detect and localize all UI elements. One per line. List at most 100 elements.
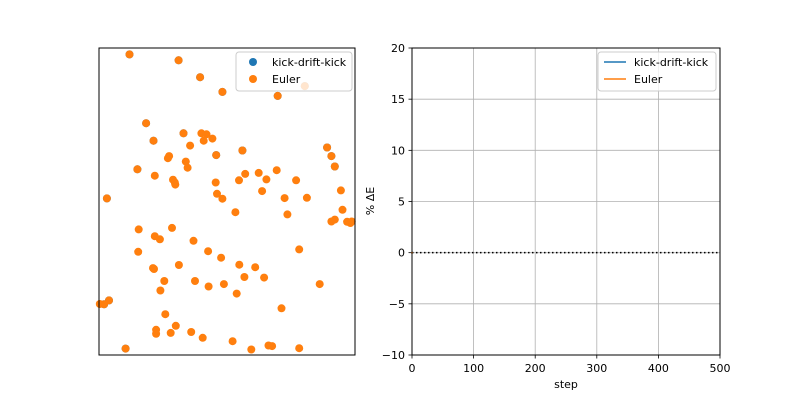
euler-particle-point [219, 280, 228, 289]
euler-particle-point [251, 263, 260, 272]
euler-particle-point [189, 236, 198, 245]
x-tick-label: 200 [525, 362, 546, 375]
y-tick-label: −5 [389, 298, 405, 311]
euler-particle-point [170, 178, 179, 187]
euler-particle-point [204, 282, 213, 291]
euler-particle-point [208, 134, 217, 143]
scatter-axes-frame [98, 47, 356, 356]
euler-particle-point [268, 342, 277, 351]
euler-particle-point [330, 162, 339, 171]
euler-particle-point [202, 130, 211, 139]
y-tick-label: 0 [398, 247, 405, 260]
euler-particle-point [218, 194, 227, 203]
euler-particle-point [142, 119, 151, 128]
euler-particle-point [273, 91, 282, 100]
euler-particle-point [133, 165, 142, 174]
energy-legend-label-kdk: kick-drift-kick [634, 56, 709, 69]
x-tick-label: 0 [409, 362, 416, 375]
euler-particle-point [174, 261, 183, 269]
euler-particle-point [347, 217, 356, 226]
euler-particle-point [238, 146, 247, 155]
scatter-legend-label-euler: Euler [272, 73, 301, 86]
scatter-legend-marker-kdk [249, 58, 257, 66]
euler-particle-point [260, 273, 269, 282]
euler-particle-point [258, 187, 267, 196]
euler-particle-point [204, 247, 213, 256]
euler-particle-point [336, 186, 345, 195]
euler-particle-point [150, 232, 159, 241]
euler-particle-point [152, 325, 161, 334]
euler-particle-point [160, 277, 169, 285]
y-tick-label: 20 [391, 42, 405, 55]
euler-particle-point [218, 87, 227, 96]
euler-particle-point [315, 280, 324, 289]
euler-particle-point [235, 176, 243, 185]
euler-particle-point [196, 73, 205, 82]
euler-particle-point [228, 337, 237, 346]
euler-particle-point [125, 50, 134, 59]
euler-particle-point [292, 176, 301, 185]
euler-particle-point [235, 260, 244, 269]
euler-particle-point [150, 171, 159, 180]
euler-particle-point [231, 208, 240, 217]
energy-axes-frame [411, 47, 721, 356]
euler-particle-point [156, 286, 165, 295]
euler-particle-point [283, 210, 292, 219]
euler-particle-point [161, 310, 170, 319]
euler-particle-point [338, 205, 347, 214]
euler-particle-point [179, 129, 188, 138]
euler-particle-point [198, 333, 207, 342]
euler-particle-point [168, 223, 176, 232]
y-tick-label: 10 [391, 144, 405, 157]
euler-particle-point [134, 247, 143, 256]
euler-particle-point [232, 289, 241, 298]
euler-particle-point [217, 253, 226, 262]
scatter-legend-marker-euler [249, 75, 257, 83]
euler-particle-point [165, 152, 174, 161]
euler-particle-point [171, 321, 180, 330]
x-tick-label: 300 [586, 362, 607, 375]
energy-legend-label-euler: Euler [634, 73, 663, 86]
euler-particle-point [295, 344, 304, 353]
x-axis-label: step [554, 378, 578, 391]
euler-particle-point [102, 194, 111, 203]
scatter-legend: kick-drift-kick Euler [235, 51, 353, 92]
euler-particle-point [212, 151, 221, 160]
euler-particle-point [295, 245, 304, 254]
euler-particle-point [327, 152, 336, 161]
euler-particle-point [213, 189, 221, 198]
euler-particle-point [191, 277, 199, 285]
scatter-legend-box [235, 51, 353, 92]
euler-particle-point [330, 215, 339, 224]
scatter-points [95, 50, 356, 354]
euler-particle-point [241, 169, 250, 178]
euler-particle-point [149, 136, 158, 145]
y-tick-label: 15 [391, 93, 405, 106]
x-tick-label: 400 [648, 362, 669, 375]
euler-particle-point [254, 168, 263, 177]
euler-particle-point [95, 300, 104, 308]
euler-particle-point [211, 178, 220, 187]
euler-particle-point [134, 225, 143, 234]
euler-particle-point [199, 136, 208, 145]
y-axis-label: % ΔE [364, 187, 377, 215]
energy-legend: kick-drift-kick Euler [597, 51, 717, 92]
euler-particle-point [186, 141, 195, 150]
euler-particle-point [149, 264, 157, 273]
euler-particle-point [323, 143, 332, 152]
euler-particle-point [262, 175, 271, 184]
euler-particle-point [247, 345, 256, 354]
energy-ticks: 0 100 200 300 400 500 −10 −5 0 5 10 15 20 [382, 42, 731, 375]
euler-particle-point [166, 328, 175, 337]
euler-particle-point [174, 56, 183, 65]
scatter-panel: kick-drift-kick Euler [95, 47, 356, 356]
energy-grid [411, 47, 721, 356]
euler-particle-point [240, 273, 249, 281]
euler-particle-point [280, 194, 289, 203]
y-tick-label: 5 [398, 196, 405, 209]
x-tick-label: 100 [463, 362, 484, 375]
euler-particle-point [277, 304, 286, 313]
euler-particle-point [181, 157, 190, 166]
energy-legend-box [597, 51, 717, 92]
